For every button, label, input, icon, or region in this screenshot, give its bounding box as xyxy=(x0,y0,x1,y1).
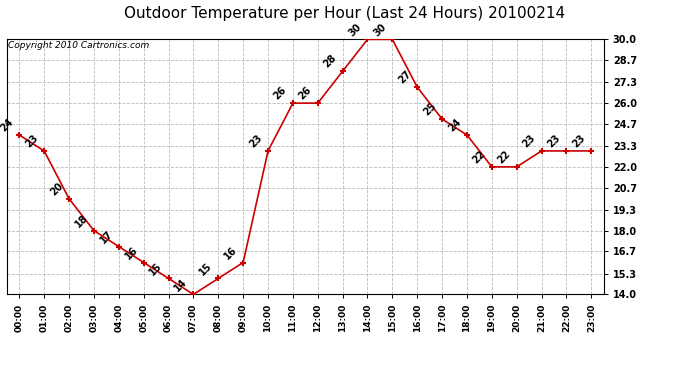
Text: 22: 22 xyxy=(471,149,488,165)
Text: 22: 22 xyxy=(496,149,513,165)
Text: 23: 23 xyxy=(23,133,40,150)
Text: 25: 25 xyxy=(422,101,438,118)
Text: 30: 30 xyxy=(346,21,364,38)
Text: 17: 17 xyxy=(98,228,115,245)
Text: 20: 20 xyxy=(48,181,65,197)
Text: 23: 23 xyxy=(521,133,538,150)
Text: 30: 30 xyxy=(371,21,388,38)
Text: 14: 14 xyxy=(172,276,189,293)
Text: 15: 15 xyxy=(148,260,164,277)
Text: 26: 26 xyxy=(272,85,288,102)
Text: 18: 18 xyxy=(73,213,90,229)
Text: 24: 24 xyxy=(0,117,15,134)
Text: Outdoor Temperature per Hour (Last 24 Hours) 20100214: Outdoor Temperature per Hour (Last 24 Ho… xyxy=(124,6,566,21)
Text: 23: 23 xyxy=(571,133,587,150)
Text: 15: 15 xyxy=(197,260,214,277)
Text: Copyright 2010 Cartronics.com: Copyright 2010 Cartronics.com xyxy=(8,40,149,50)
Text: 24: 24 xyxy=(446,117,463,134)
Text: 26: 26 xyxy=(297,85,313,102)
Text: 27: 27 xyxy=(397,69,413,86)
Text: 16: 16 xyxy=(222,244,239,261)
Text: 23: 23 xyxy=(247,133,264,150)
Text: 23: 23 xyxy=(546,133,562,150)
Text: 28: 28 xyxy=(322,53,339,70)
Text: 16: 16 xyxy=(123,244,139,261)
